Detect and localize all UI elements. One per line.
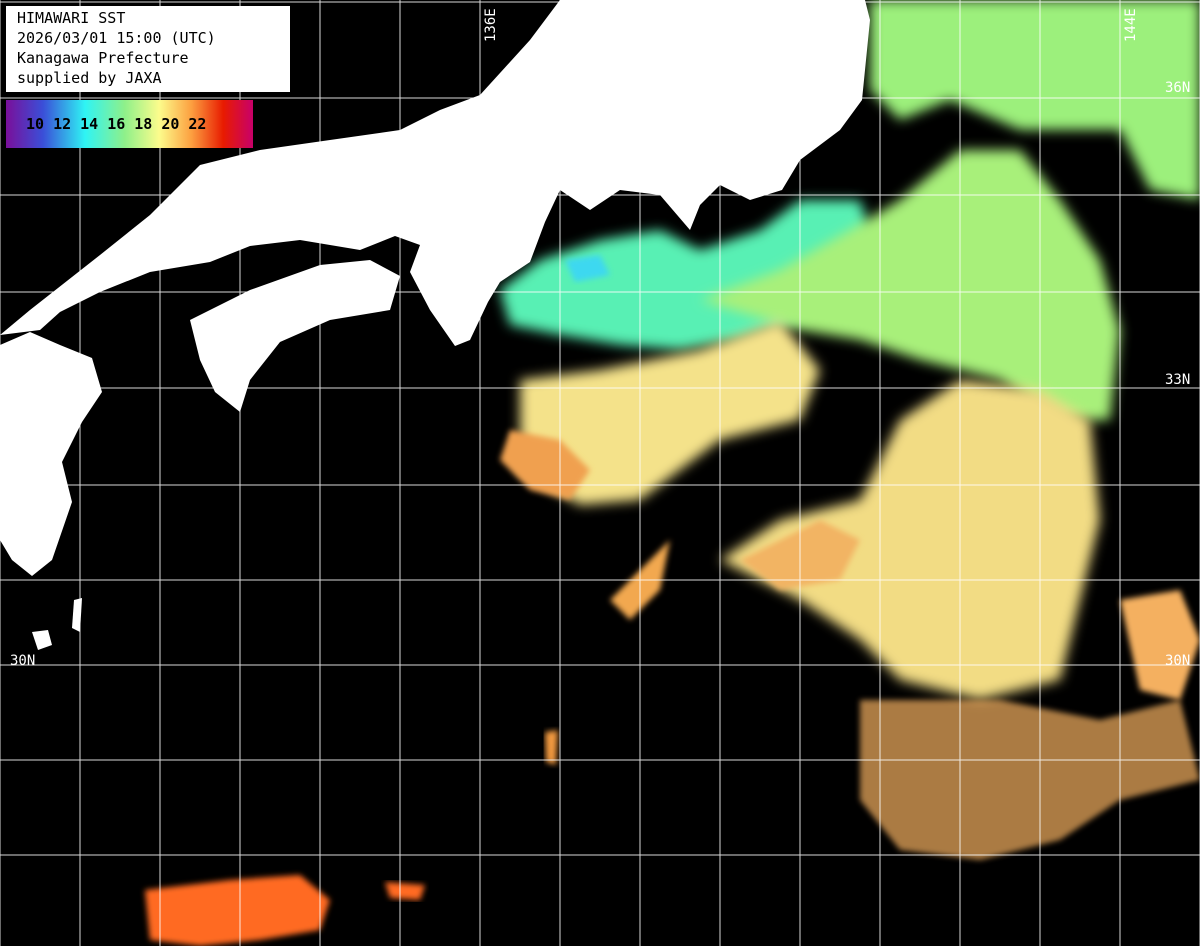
- sst-speckle-east: [1120, 590, 1200, 700]
- lat-label-36n: 36N: [1165, 80, 1191, 96]
- sst-cyan-small: [565, 255, 610, 282]
- land-island-south: [32, 630, 52, 650]
- lat-label-30n-right: 30N: [1165, 653, 1191, 669]
- lon-label-144e: 144E: [1123, 8, 1139, 42]
- scale-tick: 20: [161, 115, 180, 133]
- sst-yellow-core: [520, 320, 820, 505]
- region: Kanagawa Prefecture: [17, 49, 189, 67]
- sst-green-band: [700, 150, 1120, 420]
- sst-green-northeast: [870, 0, 1200, 200]
- land-honshu: [0, 0, 870, 346]
- lat-label-33n-right: 33N: [1165, 372, 1191, 388]
- sst-speckle-southeast: [860, 700, 1200, 860]
- lat-label-33-left: 33: [10, 372, 27, 388]
- info-box: HIMAWARI SST 2026/03/01 15:00 (UTC) Kana…: [6, 6, 290, 92]
- sst-redorange-southwest: [145, 875, 330, 946]
- sst-field: [145, 0, 1200, 946]
- scale-tick: 16: [107, 115, 126, 133]
- sst-yellow-east: [720, 380, 1100, 700]
- scale-tick: 10: [26, 115, 45, 133]
- land: [0, 0, 870, 650]
- scale-tick: 12: [53, 115, 72, 133]
- credit: supplied by JAXA: [17, 69, 162, 87]
- lon-label-136e: 136E: [483, 8, 499, 42]
- sst-orange-dot: [545, 730, 558, 765]
- map-title: HIMAWARI SST: [17, 9, 126, 27]
- scale-tick: 18: [134, 115, 153, 133]
- scale-tick: 22: [188, 115, 207, 133]
- sst-orange-patch: [500, 430, 590, 500]
- color-scale-legend: 10 12 14 16 18 20 22: [6, 100, 253, 148]
- sst-redorange-small: [385, 882, 425, 900]
- scale-tick: 14: [80, 115, 99, 133]
- land-shikoku: [190, 260, 400, 412]
- datetime: 2026/03/01 15:00 (UTC): [17, 29, 216, 47]
- lat-label-30n-left: 30N: [10, 653, 36, 669]
- land-kyushu: [0, 332, 102, 576]
